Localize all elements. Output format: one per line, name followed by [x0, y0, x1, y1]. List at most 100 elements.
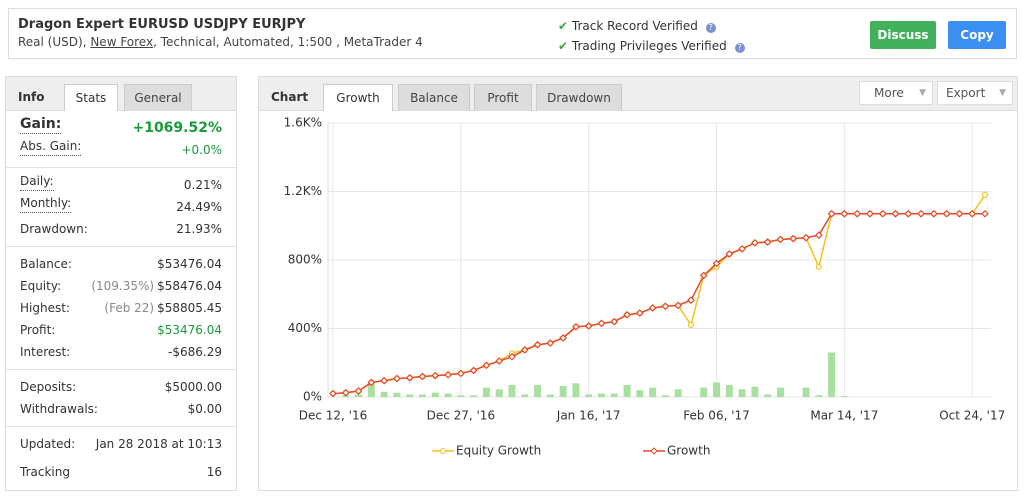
point — [456, 369, 465, 378]
verified-item: ✔ Track Record Verified ? — [558, 16, 745, 36]
verified-item: ✔ Trading Privileges Verified ? — [558, 36, 745, 56]
bar — [649, 387, 657, 397]
info-value: $5000.00 — [164, 380, 222, 394]
more-menu[interactable]: More ▼ — [859, 81, 933, 105]
point — [814, 231, 823, 240]
legend-label: Equity Growth — [456, 444, 541, 458]
broker-link[interactable]: New Forex — [90, 35, 154, 49]
chart-heading: Chart — [271, 90, 309, 104]
info-label: Monthly: — [20, 196, 72, 213]
bar — [597, 393, 605, 397]
point — [699, 271, 708, 280]
info-value-wrap: +1069.52% — [132, 117, 222, 139]
info-heading: Info — [18, 90, 45, 104]
point — [584, 322, 593, 330]
point — [981, 191, 989, 199]
point — [904, 209, 913, 218]
point — [635, 309, 644, 317]
line — [332, 194, 986, 395]
bar — [828, 352, 836, 397]
tab[interactable]: Balance — [398, 84, 470, 111]
header: Dragon Expert EURUSD USDJPY EURJPY Real … — [8, 8, 1017, 59]
bar — [482, 387, 490, 397]
point — [572, 322, 580, 331]
tab[interactable]: Growth — [323, 84, 393, 111]
point — [661, 302, 670, 311]
info-group: Gain: +1069.52% Abs. Gain: +0.0% — [6, 111, 236, 168]
point — [495, 357, 504, 365]
info-value: 24.49% — [176, 200, 222, 214]
info-label: Highest: — [20, 301, 70, 315]
info-label: Gain: — [20, 116, 62, 134]
discuss-button[interactable]: Discuss — [870, 21, 936, 49]
bar — [380, 391, 388, 397]
info-row: Gain: +1069.52% — [6, 117, 236, 139]
export-menu[interactable]: Export ▼ — [937, 81, 1013, 105]
point — [751, 239, 759, 247]
point — [878, 209, 887, 218]
info-value: -$686.29 — [168, 345, 222, 359]
bar — [572, 383, 580, 397]
point — [853, 209, 862, 218]
line — [332, 213, 985, 395]
info-row: Equity: (109.35%) $58476.04 — [6, 275, 236, 297]
bar — [751, 386, 759, 397]
bar — [700, 387, 708, 397]
point — [712, 259, 721, 268]
info-value: $0.00 — [187, 402, 222, 416]
point — [725, 250, 734, 258]
point — [354, 387, 363, 395]
x-tick-label: Oct 24, '17 — [939, 409, 1005, 423]
info-value-wrap: 0.21% — [184, 174, 222, 196]
point — [341, 388, 350, 397]
x-tick-label: Jan 16, '17 — [556, 409, 621, 423]
info-label: Balance: — [20, 257, 72, 271]
point — [444, 370, 452, 379]
info-value: 16 — [206, 465, 222, 479]
legend-label: Growth — [667, 444, 710, 458]
info-group: Daily: 0.21% Monthly: 24.49% Drawdown: 21.93% — [6, 168, 236, 247]
info-value: 21.93% — [176, 222, 222, 236]
chart-tabs: Chart Growth Balance Profit Drawdown Mor… — [259, 77, 1017, 111]
point — [687, 321, 695, 329]
point — [469, 366, 478, 375]
bar — [559, 385, 567, 397]
bar — [636, 390, 644, 397]
point — [380, 376, 388, 385]
info-label: Tracking — [20, 465, 70, 479]
info-value-wrap: Jan 28 2018 at 10:13 — [96, 433, 222, 455]
bar — [674, 389, 682, 397]
tab[interactable]: Profit — [474, 84, 532, 111]
info-value-wrap: $5000.00 — [165, 376, 222, 398]
bar — [521, 394, 529, 397]
point — [393, 374, 401, 383]
point — [329, 389, 337, 398]
point — [802, 233, 810, 242]
bar — [393, 392, 401, 397]
bar — [725, 385, 733, 397]
info-label: Daily: — [20, 174, 54, 191]
point — [533, 340, 542, 349]
x-tick-label: Dec 12, '16 — [299, 409, 368, 423]
point — [482, 361, 491, 370]
info-row: Withdrawals: $0.00 — [6, 398, 236, 420]
point — [648, 304, 657, 312]
tab[interactable]: Drawdown — [536, 84, 622, 111]
point — [789, 234, 798, 243]
copy-button[interactable]: Copy — [948, 21, 1006, 49]
info-value: $53476.04 — [157, 257, 222, 271]
x-tick-label: Dec 27, '16 — [427, 409, 496, 423]
bar — [534, 385, 542, 397]
info-row: Monthly: 24.49% — [6, 196, 236, 218]
tab[interactable]: Stats — [64, 84, 118, 111]
info-value: 0.21% — [183, 178, 222, 192]
bar — [585, 394, 593, 397]
info-value-wrap: 16 — [207, 461, 222, 483]
verified-text: Trading Privileges Verified — [571, 39, 727, 53]
info-value-wrap: $53476.04 — [157, 253, 222, 275]
info-row: Abs. Gain: +0.0% — [6, 139, 236, 161]
point — [942, 209, 951, 218]
tab[interactable]: General — [124, 84, 192, 111]
verified-text: Track Record Verified — [571, 19, 698, 33]
bar — [661, 395, 669, 397]
